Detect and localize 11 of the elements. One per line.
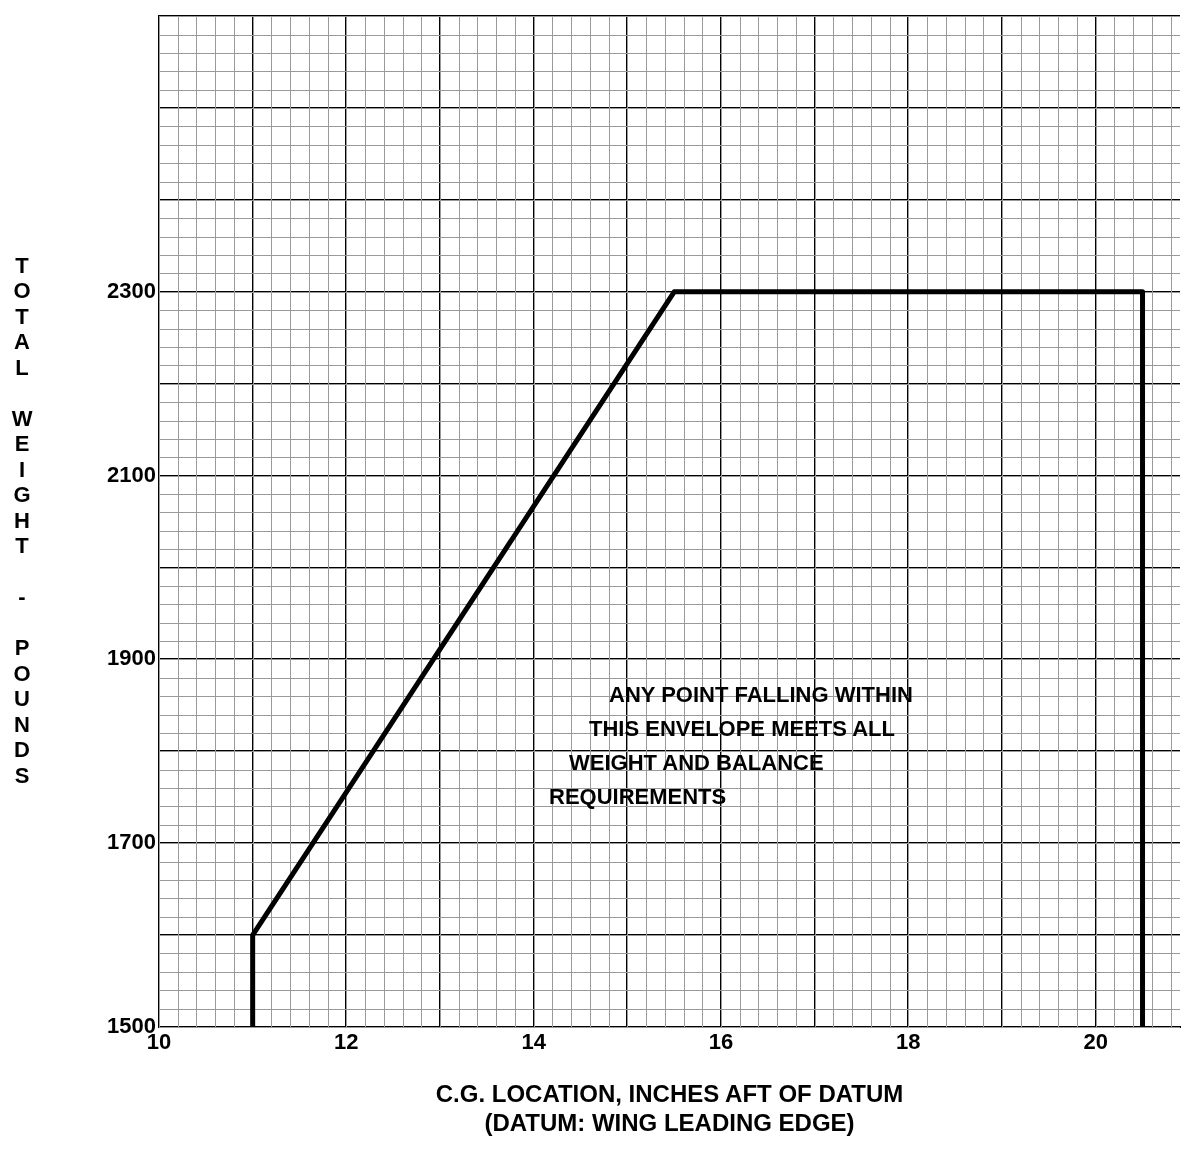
x-tick-label: 18 xyxy=(896,1029,921,1055)
x-tick-label: 12 xyxy=(334,1029,359,1055)
x-tick-label: 20 xyxy=(1083,1029,1108,1055)
y-tick-label: 2100 xyxy=(107,461,156,487)
y-tick-label: 2300 xyxy=(107,277,156,303)
x-tick-label: 16 xyxy=(708,1029,734,1055)
y-tick-label: 1700 xyxy=(107,829,156,855)
text: TOTAL WEIGHT - POUNDS xyxy=(11,252,33,788)
x-tick-label: 14 xyxy=(521,1029,547,1055)
y-tick-label: 1900 xyxy=(107,645,156,671)
x-axis-title: C.G. LOCATION, INCHES AFT OF DATUM (DATUM: WING LEADING EDGE) xyxy=(435,1080,904,1137)
